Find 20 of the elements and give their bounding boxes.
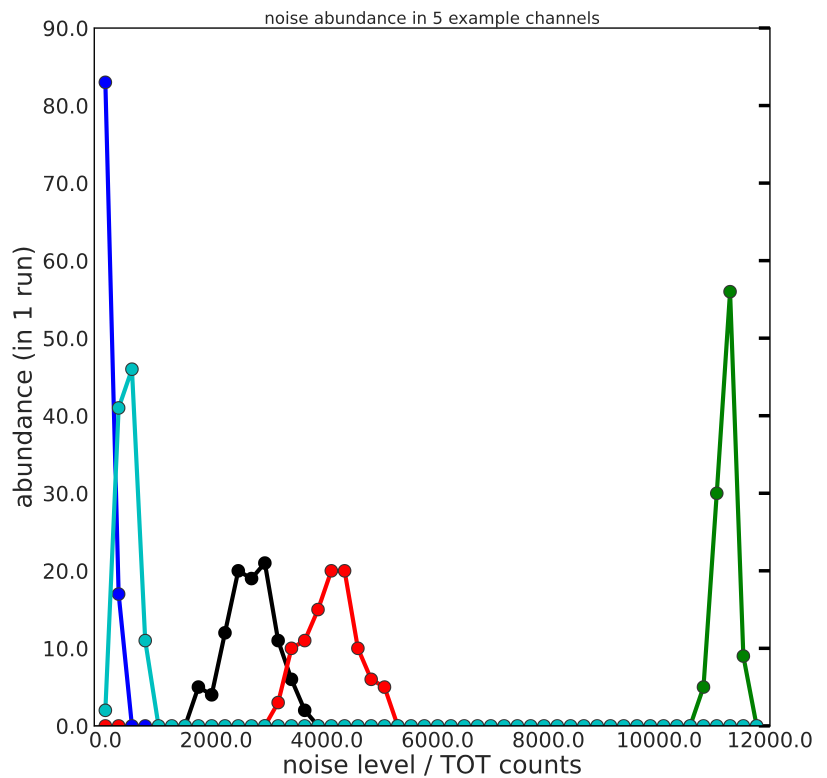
x-tick-label: 6000.0 [402, 732, 473, 748]
x-tick-label: 8000.0 [513, 732, 584, 748]
y-tick-label: 60.0 [44, 253, 88, 269]
y-tick-label: 40.0 [43, 408, 88, 424]
y-tick-label: 30.0 [44, 486, 88, 502]
y-tick-label: 80.0 [44, 98, 88, 114]
x-tick-label: 10000.0 [618, 732, 701, 748]
x-tick-label: 2000.0 [181, 732, 252, 748]
x-tick-label: 4000.0 [291, 732, 362, 748]
y-axis-title: abundance (in 1 run) [12, 248, 35, 507]
x-tick-label: 12000.0 [729, 732, 812, 748]
y-tick-label: 20.0 [44, 563, 88, 580]
y-tick-label: 90.0 [44, 20, 88, 36]
x-tick-label: 0.0 [90, 732, 121, 748]
y-tick-label: 0.0 [56, 718, 88, 734]
y-tick-label: 70.0 [44, 176, 88, 192]
chart-title: noise abundance in 5 example channels [266, 11, 600, 28]
y-tick-label: 50.0 [44, 330, 88, 346]
y-tick-label: 10.0 [44, 640, 88, 657]
x-axis-title: noise level / TOT counts [284, 754, 581, 776]
